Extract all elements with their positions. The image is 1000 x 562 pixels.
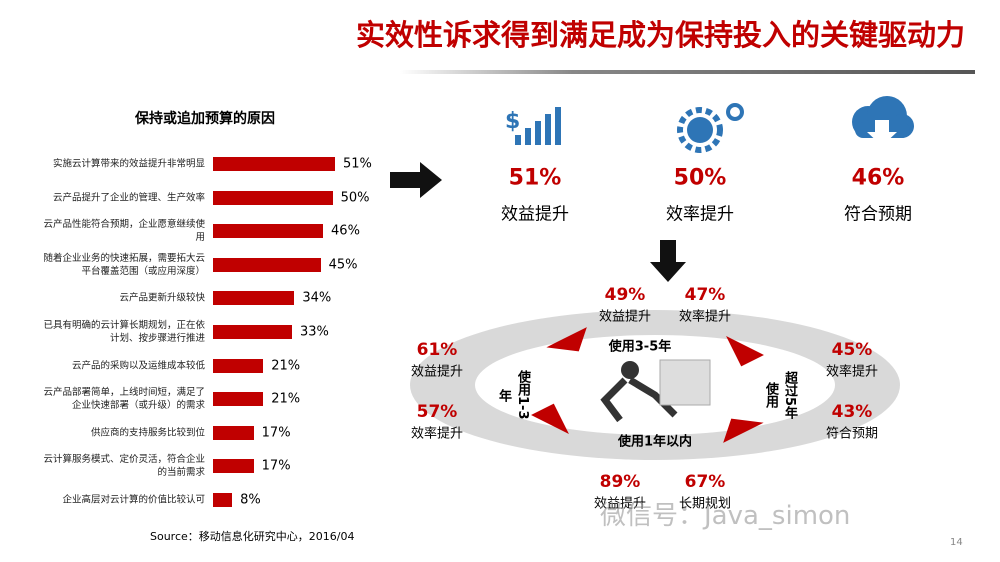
icon-growth: $ <box>505 107 561 145</box>
value-label: 17% <box>261 458 291 474</box>
arrow-down <box>650 240 686 282</box>
value-label: 21% <box>271 391 301 407</box>
stage-label: 长期规划 <box>678 496 732 512</box>
stage-label: 效率提升 <box>678 309 732 325</box>
value-label: 50% <box>340 190 370 206</box>
value-label: 33% <box>299 324 329 340</box>
stage-label: 效率提升 <box>410 426 464 442</box>
stage-value: 57% <box>416 402 458 422</box>
stage-name: 使用1-3年 <box>496 370 530 420</box>
category-label: 云产品性能符合预期，企业愿意继续使用 <box>43 219 205 244</box>
source: Source：移动信息化研究中心，2016/04 <box>150 530 355 543</box>
page-number: 14 <box>950 537 963 548</box>
icon-cloud <box>852 96 914 146</box>
stage-label: 效益提升 <box>410 364 464 380</box>
value-label: 46% <box>331 223 360 239</box>
category-label: 云产品更新升级较快 <box>119 292 205 304</box>
category-label: 已具有明确的云计算长期规划，正在依计划、按步骤进行推进 <box>43 320 205 344</box>
value-label: 51% <box>343 156 372 172</box>
category-label: 供应商的支持服务比较到位 <box>90 427 205 439</box>
summary-value: 50% <box>673 165 727 191</box>
stage-label: 效益提升 <box>598 309 652 325</box>
stage-label: 效率提升 <box>825 364 879 380</box>
category-label: 云产品提升了企业的管理、生产效率 <box>52 192 205 204</box>
category-label: 云计算服务模式、定价灵活，符合企业的当前需求 <box>43 454 205 479</box>
category-label: 随着企业业务的快速拓展，需要拓大云平台覆盖范围（或应用深度） <box>43 252 205 277</box>
value-label: 34% <box>302 290 332 306</box>
summary-label: 符合预期 <box>844 204 912 225</box>
stage-value: 61% <box>416 340 458 360</box>
stage-name: 超过5年使用 <box>763 370 797 420</box>
value-label: 45% <box>328 257 358 273</box>
stage-value: 67% <box>684 472 726 492</box>
summary-label: 效益提升 <box>501 204 569 225</box>
bar <box>213 459 254 474</box>
bar <box>213 190 333 205</box>
bar <box>213 291 295 306</box>
summary-value: 51% <box>508 165 562 191</box>
bar <box>213 257 321 272</box>
category-label: 云产品部署简单，上线时间短，满足了企业快速部署（或升级）的需求 <box>43 387 205 412</box>
bar <box>213 392 264 407</box>
summary-value: 46% <box>851 165 905 191</box>
category-label: 云产品的采购以及运维成本较低 <box>71 360 205 372</box>
slide-title: 实效性诉求得到满足成为保持投入的关键驱动力 <box>355 18 965 52</box>
stage-label: 效益提升 <box>593 496 647 512</box>
svg-text:$: $ <box>505 109 520 134</box>
stage-name: 使用3-5年 <box>608 339 672 355</box>
chart-title: 保持或追加预算的原因 <box>135 111 275 127</box>
value-label: 8% <box>240 492 261 508</box>
watermark: 微信号：Java_simon <box>600 501 851 531</box>
arrow-right <box>390 162 442 198</box>
value-label: 21% <box>271 358 301 374</box>
stage-name: 使用1年以内 <box>617 434 693 450</box>
value-label: 17% <box>261 425 291 441</box>
bar <box>213 325 292 339</box>
stage-value: 45% <box>831 340 873 360</box>
stage-value: 49% <box>604 285 646 305</box>
category-label: 企业高层对云计算的价值比较认可 <box>62 494 205 506</box>
summary-label: 效率提升 <box>666 204 734 225</box>
bar <box>213 358 264 373</box>
category-label: 实施云计算带来的效益提升非常明显 <box>52 158 205 170</box>
stage-value: 43% <box>831 402 873 422</box>
stage-value: 89% <box>599 472 641 492</box>
title-rule <box>400 70 975 74</box>
bar <box>213 493 233 507</box>
icon-gear <box>677 103 744 153</box>
bar <box>213 425 254 440</box>
bar <box>213 224 324 239</box>
stage-value: 47% <box>684 285 726 305</box>
stage-label: 符合预期 <box>825 426 879 442</box>
cycle <box>410 310 900 460</box>
bar <box>213 157 335 171</box>
